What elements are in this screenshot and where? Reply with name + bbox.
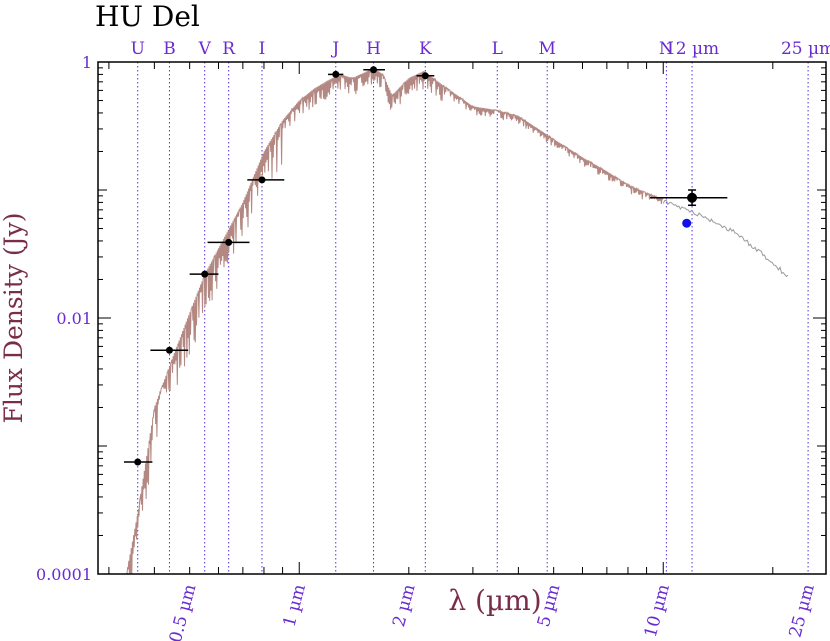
- y-axis-ticks: 0.0001 0.01 1: [36, 53, 826, 584]
- band-label-1: B: [163, 39, 176, 59]
- extra-point: [682, 218, 692, 228]
- band-label-8: L: [492, 39, 503, 59]
- spectrum-extension: [662, 200, 789, 278]
- x-tick-label-5: 25 µm: [786, 582, 819, 640]
- band-label-9: M: [538, 39, 555, 59]
- band-label-2: V: [198, 39, 212, 59]
- photometry-point-5: [332, 70, 340, 78]
- photometry-point-0: [134, 458, 142, 466]
- y-tick-label-1: 0.01: [56, 309, 92, 328]
- photometry-point-2: [201, 270, 209, 278]
- band-label-7: K: [419, 39, 432, 59]
- band-label-5: J: [330, 39, 339, 59]
- model-spectrum: [124, 67, 664, 575]
- band-label-0: U: [131, 39, 145, 59]
- band-labels: U B V R I J H K L M N12 µm 25 µm: [131, 39, 830, 59]
- band-label-6: H: [366, 39, 381, 59]
- photometry-point-1: [165, 346, 173, 354]
- photometry-point-8: [687, 192, 698, 203]
- photometry-point-7: [421, 72, 429, 80]
- x-tick-label-1: 1 µm: [280, 582, 311, 629]
- x-axis-ticks: 0.5 µm 1 µm 2 µm 5 µm 10 µm 25 µm: [108, 62, 819, 641]
- x-tick-label-2: 2 µm: [389, 582, 420, 629]
- band-label-11: 12 µm: [665, 39, 719, 59]
- band-label-12: 25 µm: [781, 39, 830, 59]
- band-label-3: R: [222, 39, 236, 59]
- band-label-4: I: [259, 39, 266, 59]
- x-tick-label-4: 10 µm: [641, 582, 674, 640]
- y-axis-label: Flux Density (Jy): [0, 212, 28, 423]
- y-tick-label-0: 0.0001: [36, 565, 92, 584]
- band-lines: [137, 62, 809, 574]
- photometry-point-4: [258, 176, 266, 184]
- plot-frame: [97, 61, 827, 575]
- photometry-point-3: [225, 238, 233, 246]
- x-axis-label: λ (µm): [448, 584, 541, 617]
- y-tick-label-2: 1: [82, 53, 92, 72]
- photometry-point-6: [370, 66, 378, 74]
- x-tick-label-0: 0.5 µm: [166, 582, 201, 641]
- photometry-points: [123, 66, 728, 466]
- chart-title: HU Del: [95, 0, 200, 33]
- band-label-10: N: [659, 39, 674, 59]
